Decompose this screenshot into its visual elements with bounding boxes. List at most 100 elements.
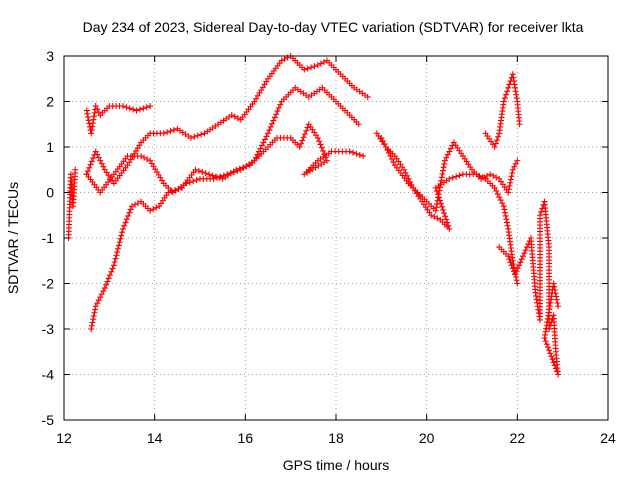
data-point bbox=[476, 172, 483, 179]
chart-title: Day 234 of 2023, Sidereal Day-to-day VTE… bbox=[83, 19, 584, 35]
data-point bbox=[355, 121, 362, 128]
data-point bbox=[105, 275, 112, 282]
x-tick-labels: 12 14 16 18 20 22 24 bbox=[56, 430, 616, 446]
data-point bbox=[172, 187, 179, 194]
data-point bbox=[401, 166, 407, 173]
data-point bbox=[103, 281, 110, 288]
data-point bbox=[444, 219, 451, 226]
data-point bbox=[435, 191, 442, 198]
data-point bbox=[317, 60, 324, 67]
data-point bbox=[160, 130, 167, 137]
data-point bbox=[509, 166, 516, 173]
data-point bbox=[520, 253, 526, 260]
series-trace-a bbox=[65, 166, 79, 241]
y-tick-label: 3 bbox=[46, 48, 54, 64]
x-tick-label: 22 bbox=[510, 430, 526, 446]
data-point bbox=[481, 174, 488, 181]
data-point bbox=[509, 170, 516, 176]
data-point bbox=[198, 131, 205, 138]
data-point bbox=[303, 127, 310, 134]
data-point bbox=[90, 155, 97, 162]
data-point bbox=[212, 173, 219, 180]
data-point bbox=[491, 184, 498, 191]
data-point bbox=[443, 216, 450, 223]
data-point bbox=[170, 126, 177, 133]
data-point bbox=[90, 313, 97, 319]
data-point bbox=[88, 326, 95, 332]
x-tick-label: 24 bbox=[600, 430, 616, 446]
data-point bbox=[284, 54, 291, 61]
data-point bbox=[356, 151, 363, 158]
data-point bbox=[300, 134, 307, 141]
data-point bbox=[346, 148, 353, 155]
series-trace-i bbox=[496, 198, 562, 378]
data-point bbox=[390, 159, 397, 166]
data-point bbox=[438, 177, 445, 184]
data-point bbox=[153, 204, 160, 211]
data-point bbox=[97, 294, 104, 301]
data-point bbox=[507, 259, 514, 266]
data-point bbox=[136, 106, 143, 113]
data-point bbox=[113, 252, 120, 259]
data-point bbox=[228, 112, 235, 119]
data-point bbox=[514, 157, 521, 164]
data-point bbox=[84, 110, 91, 117]
data-point bbox=[552, 365, 559, 372]
data-point bbox=[89, 319, 96, 326]
data-point bbox=[138, 153, 145, 160]
data-point bbox=[553, 296, 560, 303]
data-point bbox=[91, 109, 98, 116]
data-point bbox=[456, 172, 463, 179]
data-point bbox=[537, 212, 543, 219]
data-point bbox=[92, 303, 99, 310]
data-point bbox=[440, 164, 447, 171]
data-point bbox=[192, 166, 199, 173]
data-point bbox=[231, 113, 238, 120]
data-point bbox=[143, 104, 150, 111]
data-point bbox=[298, 140, 305, 147]
data-point bbox=[478, 175, 485, 182]
data-point bbox=[512, 271, 519, 278]
data-point bbox=[193, 176, 200, 183]
data-point bbox=[378, 134, 385, 141]
data-point bbox=[544, 344, 551, 351]
data-point bbox=[553, 293, 560, 300]
data-point bbox=[502, 209, 509, 216]
data-point bbox=[513, 277, 520, 284]
data-point bbox=[442, 213, 449, 220]
data-point bbox=[167, 128, 174, 135]
data-point bbox=[446, 225, 453, 232]
data-point bbox=[91, 309, 98, 316]
data-point bbox=[111, 258, 118, 265]
data-point bbox=[551, 287, 558, 293]
data-point bbox=[546, 347, 553, 354]
data-point bbox=[257, 145, 264, 152]
data-point bbox=[147, 207, 154, 214]
data-point bbox=[438, 174, 445, 181]
data-point bbox=[97, 157, 104, 164]
data-point bbox=[436, 184, 443, 191]
y-tick-label: -5 bbox=[42, 412, 55, 428]
data-point bbox=[190, 178, 197, 185]
data-point bbox=[513, 274, 520, 280]
data-point bbox=[317, 141, 324, 148]
y-tick-label: 1 bbox=[46, 139, 54, 155]
data-point bbox=[555, 303, 562, 310]
data-point bbox=[492, 140, 499, 147]
data-point bbox=[150, 206, 157, 213]
data-point bbox=[446, 175, 453, 182]
data-point bbox=[144, 156, 151, 163]
data-point bbox=[550, 359, 557, 366]
data-point bbox=[554, 368, 560, 375]
data-point bbox=[311, 63, 318, 70]
data-point bbox=[90, 316, 97, 323]
data-point bbox=[440, 207, 447, 213]
data-point bbox=[364, 93, 371, 100]
data-point bbox=[494, 191, 501, 198]
data-point bbox=[114, 249, 121, 256]
data-point bbox=[301, 66, 308, 73]
data-point bbox=[542, 338, 549, 345]
data-point bbox=[441, 210, 448, 217]
data-point bbox=[87, 161, 94, 168]
